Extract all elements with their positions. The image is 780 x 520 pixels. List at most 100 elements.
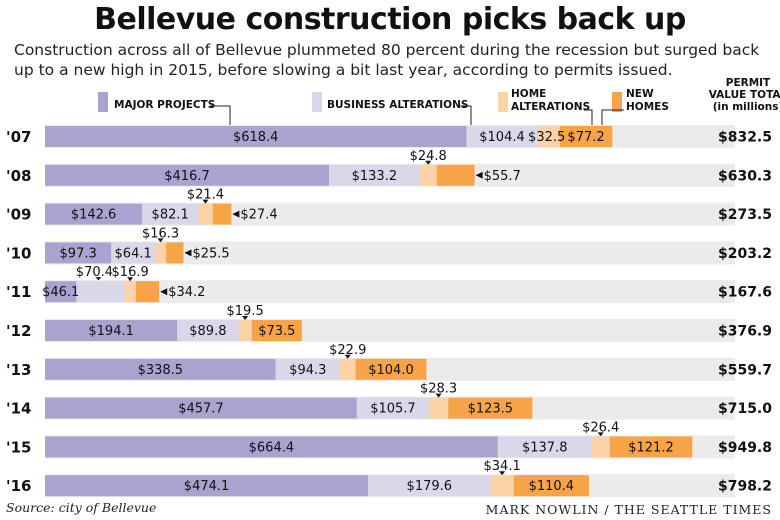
bar-segment	[111, 242, 155, 264]
value-label-home: $22.9	[329, 343, 366, 358]
bar-segment	[356, 397, 429, 419]
value-label-home: $32.5	[528, 130, 565, 145]
pointer-arrow	[475, 171, 483, 179]
total-value: $203.2	[718, 246, 772, 262]
value-label-major: $416.7	[164, 169, 210, 184]
pointer-arrow	[425, 160, 432, 165]
legend-label: NEW	[626, 88, 654, 100]
bar-segment	[275, 358, 340, 380]
bar-segment	[45, 320, 178, 341]
total-value: $630.3	[718, 168, 772, 184]
total-value: $715.0	[718, 401, 772, 417]
value-label-business: $89.8	[189, 324, 226, 339]
bar-segment	[238, 320, 252, 341]
chart-title: Bellevue construction picks back up	[94, 2, 686, 37]
value-label-newhomes: $25.5	[192, 246, 229, 261]
legend-leader	[210, 105, 231, 126]
legend-label: BUSINESS ALTERATIONS	[327, 99, 468, 111]
year-label: '07	[6, 128, 31, 146]
pointer-arrow	[160, 288, 168, 296]
value-label-home: $34.1	[484, 459, 521, 474]
pointer-arrow	[95, 277, 102, 281]
bar-segment	[45, 358, 276, 380]
bar-segment	[198, 203, 213, 225]
bar-segment	[142, 203, 199, 225]
year-label: '11	[6, 283, 31, 301]
source-note: Source: city of Bellevue	[6, 500, 157, 515]
year-label: '16	[6, 477, 31, 495]
value-label-major: $142.6	[71, 208, 117, 223]
bar-segment	[166, 242, 184, 264]
bar-segment	[124, 281, 136, 303]
pointer-arrow	[242, 316, 249, 320]
value-label-major: $338.5	[138, 363, 184, 378]
bar-segment	[154, 242, 167, 264]
value-label-major: $664.4	[249, 440, 295, 455]
year-label: '14	[6, 400, 31, 418]
total-value: $949.8	[718, 440, 772, 456]
value-label-home: $26.4	[582, 420, 619, 435]
total-value: $167.6	[718, 285, 772, 301]
value-label-major: $618.4	[233, 130, 279, 145]
row-band	[45, 241, 735, 265]
value-label-newhomes: $73.5	[258, 324, 295, 339]
legend-leader	[458, 105, 472, 126]
value-label-major: $474.1	[184, 479, 230, 494]
bar-segment	[368, 475, 491, 497]
bar-segment	[45, 242, 112, 264]
bar-segment	[45, 203, 143, 225]
bar-segment	[45, 164, 329, 186]
total-header-line: VALUE TOTAL	[709, 89, 780, 101]
total-value: $376.9	[718, 324, 772, 340]
legend-label: HOME	[511, 88, 546, 100]
value-label-major: $46.1	[42, 285, 79, 300]
legend-label: MAJOR PROJECTS	[114, 99, 215, 111]
value-label-newhomes: $27.4	[240, 208, 277, 223]
bar-segment	[45, 281, 77, 303]
value-label-newhomes: $121.2	[628, 440, 674, 455]
value-label-business: $133.2	[352, 169, 398, 184]
bar-segment	[45, 397, 357, 419]
value-label-business: $105.7	[370, 402, 416, 417]
bar-segment	[428, 397, 449, 419]
value-label-newhomes: $34.2	[168, 285, 205, 300]
bar-segment	[355, 358, 427, 380]
chart-subtitle: Construction across all of Bellevue plum…	[14, 41, 760, 79]
year-label: '09	[6, 206, 31, 224]
bar-segment	[76, 281, 125, 303]
bar-segment	[537, 126, 560, 147]
pointer-arrow	[202, 199, 209, 204]
pointer-arrow	[127, 277, 134, 282]
year-label: '10	[6, 244, 31, 262]
value-label-business: $70.4	[76, 265, 113, 280]
row-band	[45, 280, 735, 304]
value-label-newhomes: $110.4	[529, 479, 575, 494]
value-label-newhomes: $104.0	[368, 363, 414, 378]
total-value: $798.2	[718, 479, 772, 495]
legend-leader	[584, 109, 593, 126]
value-label-home: $24.8	[410, 149, 447, 164]
year-label: '08	[6, 167, 31, 185]
year-label: '13	[6, 361, 31, 379]
value-label-newhomes: $123.5	[468, 402, 514, 417]
pointer-arrow	[184, 249, 192, 257]
pointer-arrow	[157, 238, 164, 243]
legend-swatch	[312, 92, 322, 112]
year-label: '15	[6, 438, 31, 456]
total-value: $832.5	[718, 130, 772, 146]
legend-swatch	[612, 92, 622, 112]
year-label: '12	[6, 322, 31, 340]
value-label-business: $104.4	[479, 130, 525, 145]
bar-segment	[339, 358, 356, 380]
value-label-business: $179.6	[407, 479, 453, 494]
bar-segment	[212, 203, 232, 225]
bar-segment	[436, 164, 475, 186]
total-header-line: PERMIT	[726, 77, 771, 89]
bar-segment	[328, 164, 420, 186]
value-label-home: $16.9	[112, 265, 149, 280]
pointer-arrow	[435, 393, 442, 398]
bar-segment	[559, 126, 613, 147]
bar-segment	[513, 475, 589, 497]
value-label-home: $21.4	[187, 188, 224, 203]
